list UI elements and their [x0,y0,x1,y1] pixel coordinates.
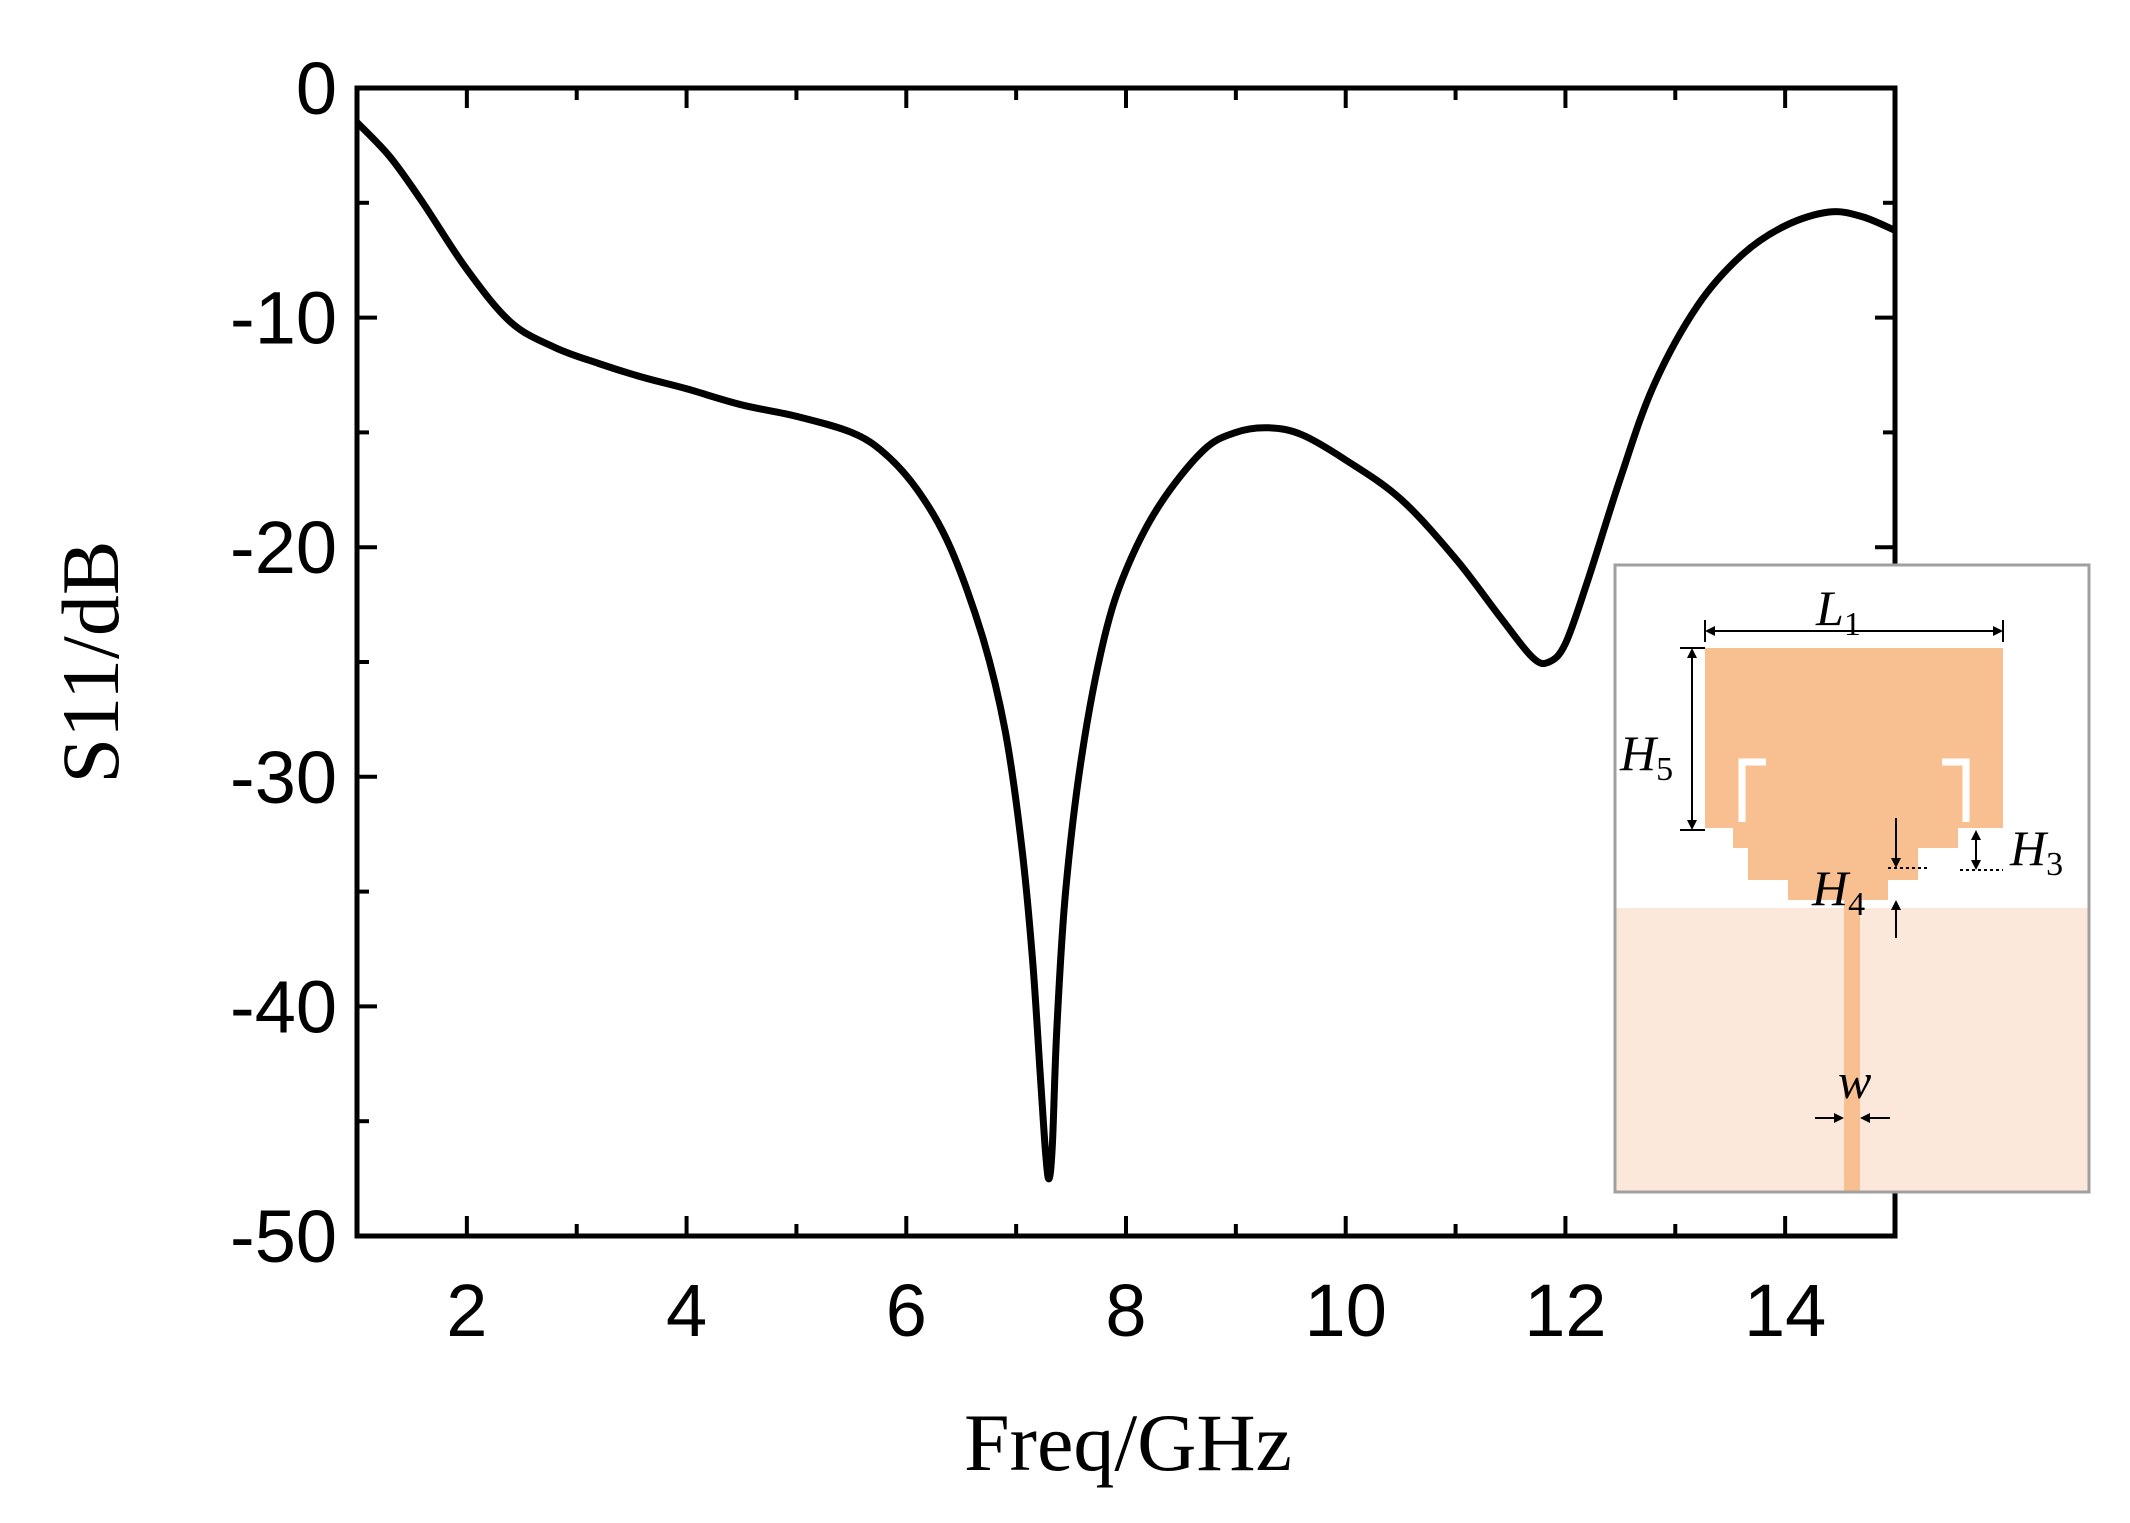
right-slot [1942,758,1970,822]
label-l1: L1 [1815,580,1861,643]
x-tick-label: 2 [446,1269,487,1352]
x-tick-label: 12 [1524,1269,1606,1352]
label-h4: H4 [1811,860,1865,923]
y-tick-label: -10 [230,277,337,360]
feed-line [1844,890,1860,1192]
x-tick-label: 8 [1105,1269,1146,1352]
x-tick-label: 14 [1744,1269,1826,1352]
dimension-lines [1680,620,2004,1123]
y-tick-label: -20 [230,506,337,589]
y-tick-label: 0 [296,47,337,130]
y-tick-label: -50 [230,1195,337,1278]
s11-curve [354,119,1897,1183]
y-axis-title: S11/dB [45,540,136,783]
left-slot [1738,758,1766,822]
label-h5: H5 [1619,725,1673,788]
label-h3: H3 [2009,820,2063,883]
y-tick-label: -30 [230,736,337,819]
plot-area [354,119,1897,1183]
y-tick-label: -40 [230,965,337,1048]
antenna-inset: L1 H5 H3 H4 w [1613,563,2091,1194]
x-tick-label: 10 [1305,1269,1387,1352]
x-tick-label: 4 [666,1269,707,1352]
x-tick-label: 6 [886,1269,927,1352]
radiating-patch [1705,648,2003,900]
inset-border [1613,563,2091,1194]
label-w: w [1838,1053,1871,1109]
x-axis-title: Freq/GHz [964,1397,1292,1488]
tick-labels: 2 4 6 8 10 12 14 0 -10 -20 -30 -40 -50 [230,47,1826,1352]
